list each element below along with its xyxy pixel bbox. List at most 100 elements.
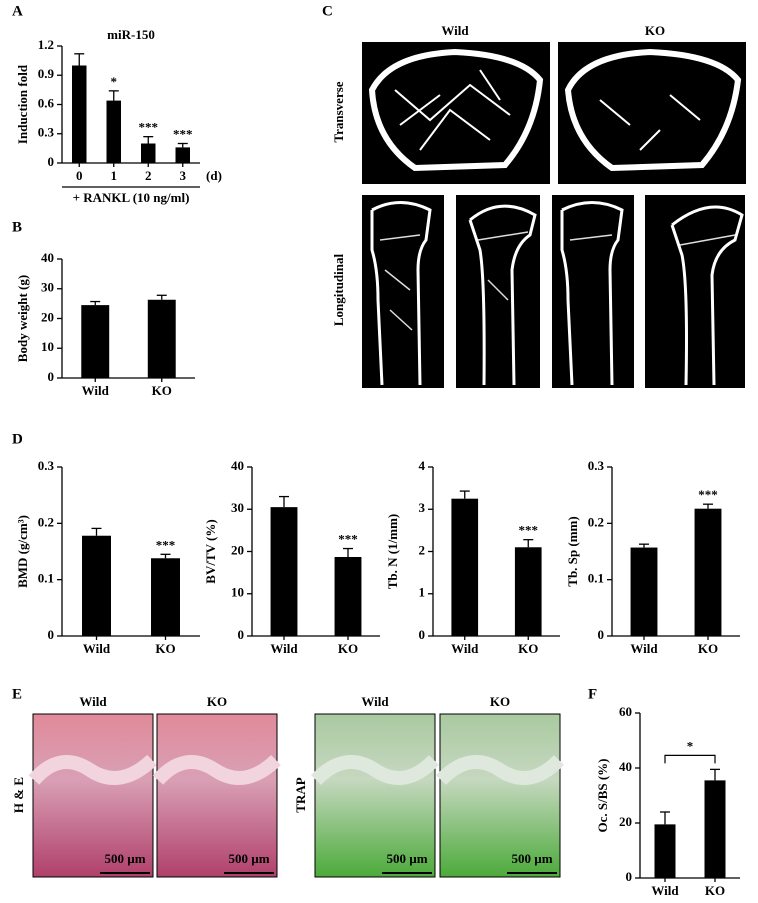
scale-label: 500 µm (511, 851, 552, 866)
scale-label: 500 µm (104, 851, 145, 866)
y-tick-label: 3 (419, 500, 426, 515)
histology-image (310, 713, 440, 878)
y-tick-label: 0 (419, 627, 426, 642)
y-tick-label: 0.1 (588, 571, 604, 586)
y-tick-label: 2 (419, 542, 426, 557)
y-tick-label: 0.6 (38, 95, 55, 110)
bar (630, 547, 658, 636)
bracket (664, 754, 716, 764)
x-tick-label: Wild (270, 641, 298, 656)
scale-label: 500 µm (228, 851, 269, 866)
y-tick-label: 4 (419, 458, 426, 473)
y-tick-label: 30 (231, 500, 244, 515)
panel-label: A (12, 3, 23, 19)
y-tick-label: 40 (619, 759, 632, 774)
bracket-label: * (687, 738, 694, 753)
y-tick-label: 20 (41, 309, 54, 324)
histology-image (28, 713, 157, 878)
row-label: H & E (11, 777, 26, 813)
scale-label: 500 µm (386, 851, 427, 866)
bar (270, 507, 298, 636)
x-tick-label: KO (155, 641, 175, 656)
significance: *** (519, 523, 539, 538)
y-tick-label: 0 (626, 869, 633, 884)
y-tick-label: 0 (48, 154, 55, 169)
y-axis-label: BMD (g/cm³) (15, 515, 30, 588)
ct-image (558, 42, 746, 184)
x-tick-label: KO (698, 641, 718, 656)
chart-title: miR-150 (107, 27, 155, 42)
histology-image (435, 713, 565, 878)
y-tick-label: 0 (238, 627, 245, 642)
bar (175, 147, 190, 163)
x-tick-label: 3 (180, 168, 187, 183)
y-tick-label: 0.9 (38, 66, 55, 81)
y-tick-label: 0.3 (38, 125, 55, 140)
row-label: TRAP (293, 777, 308, 812)
y-tick-label: 40 (41, 250, 54, 265)
column-label: Wild (361, 694, 389, 709)
bar (147, 299, 176, 378)
ct-image (645, 195, 745, 388)
column-label: KO (207, 694, 227, 709)
y-tick-label: 0 (48, 369, 55, 384)
bar (514, 547, 542, 636)
y-tick-label: 30 (41, 280, 54, 295)
histology-image (152, 713, 281, 878)
ct-image (552, 195, 634, 388)
y-axis-label: Body weight (g) (15, 275, 30, 362)
bar (72, 65, 87, 163)
significance: *** (698, 487, 718, 502)
x-tick-label: KO (152, 383, 172, 398)
y-tick-label: 0.2 (38, 514, 54, 529)
y-tick-label: 40 (231, 458, 244, 473)
y-tick-label: 0.2 (588, 514, 604, 529)
x-tick-label: Wild (83, 641, 111, 656)
bar (451, 498, 479, 636)
column-label: KO (645, 23, 665, 38)
y-tick-label: 10 (41, 339, 54, 354)
y-tick-label: 0.3 (38, 458, 55, 473)
bar (654, 824, 676, 878)
y-tick-label: 20 (619, 814, 632, 829)
x-tick-label: 0 (76, 168, 83, 183)
panel-label: D (12, 431, 23, 447)
y-tick-label: 0.3 (588, 458, 605, 473)
x-tick-label: 1 (111, 168, 118, 183)
bar (141, 143, 156, 163)
column-label: Wild (79, 694, 107, 709)
y-axis-label: Tb. N (1/mm) (385, 514, 400, 589)
panel-label: F (588, 686, 597, 702)
x-tick-label: Wild (630, 641, 658, 656)
row-label: Transverse (331, 81, 346, 142)
y-tick-label: 10 (231, 585, 244, 600)
x-tick-label: Wild (82, 383, 110, 398)
significance: *** (139, 120, 159, 135)
y-tick-label: 0.1 (38, 571, 54, 586)
x-tick-label: 2 (145, 168, 152, 183)
x-tick-label: KO (518, 641, 538, 656)
column-label: Wild (441, 23, 469, 38)
y-axis-label: Oc. S/BS (%) (595, 758, 610, 832)
y-tick-label: 20 (231, 542, 244, 557)
significance: *** (156, 537, 176, 552)
bar (694, 508, 722, 636)
significance: *** (338, 532, 358, 547)
y-axis-label: BV/TV (%) (203, 519, 218, 583)
y-axis-label: Tb. Sp (mm) (565, 516, 580, 586)
x-unit: (d) (206, 168, 222, 183)
ct-image (456, 195, 540, 388)
y-tick-label: 60 (619, 704, 632, 719)
panel-label: B (12, 219, 22, 235)
bar (704, 780, 726, 878)
row-label: Longitudinal (331, 253, 346, 326)
ct-image (362, 195, 444, 388)
y-axis-label: Induction fold (15, 64, 30, 144)
ct-image (362, 42, 550, 184)
significance: * (111, 74, 118, 89)
significance: *** (173, 126, 193, 141)
y-tick-label: 1 (419, 585, 426, 600)
y-tick-label: 1.2 (38, 37, 54, 52)
x-axis-label: + RANKL (10 ng/ml) (73, 190, 190, 205)
bar (81, 305, 110, 378)
